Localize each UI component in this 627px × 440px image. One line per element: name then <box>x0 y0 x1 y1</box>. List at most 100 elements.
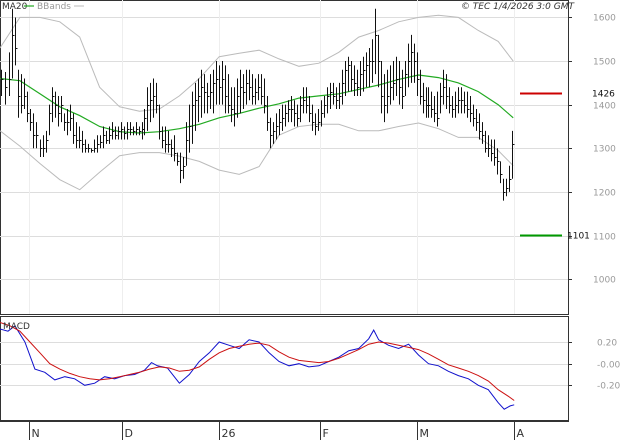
ohlc-bar <box>180 152 183 184</box>
ohlc-bar <box>121 122 124 140</box>
ohlc-bar <box>434 95 437 123</box>
ohlc-bar <box>408 43 411 88</box>
ohlc-bar <box>297 104 300 127</box>
ohlc-bar <box>279 109 282 136</box>
ohlc-bar <box>336 87 339 110</box>
x-tick-label: A <box>517 427 525 440</box>
ohlc-bar <box>500 161 503 184</box>
ohlc-bar <box>133 126 136 136</box>
ohlc-bar <box>339 82 342 110</box>
ohlc-bar <box>162 126 165 149</box>
ohlc-bar <box>378 34 381 88</box>
ohlc-bar <box>458 87 461 114</box>
ohlc-bar <box>491 139 494 162</box>
price-bars <box>1 8 515 201</box>
ohlc-bar <box>249 69 252 101</box>
ohlc-bar <box>225 65 228 114</box>
ohlc-bar <box>64 113 67 131</box>
ohlc-bar <box>303 87 306 114</box>
ohlc-bar <box>270 117 273 149</box>
ohlc-bar <box>234 87 237 127</box>
ohlc-bar <box>273 122 276 144</box>
ohlc-bar <box>252 74 255 105</box>
grid-layer <box>0 0 568 386</box>
ohlc-bar <box>348 56 351 92</box>
price-levels: 1426 1101 <box>520 90 615 242</box>
ohlc-bar <box>384 74 387 123</box>
ohlc-bar <box>372 39 375 83</box>
ohlc-bar <box>192 91 195 144</box>
ohlc-bar <box>61 95 64 123</box>
ohlc-bar <box>509 165 512 192</box>
ohlc-bar <box>130 122 133 136</box>
ohlc-bar <box>204 74 207 114</box>
ohlc-bar <box>91 148 94 153</box>
ohlc-bar <box>393 61 396 101</box>
ohlc-bar <box>291 95 294 123</box>
ohlc-bar <box>195 82 198 131</box>
ohlc-bar <box>437 91 440 127</box>
ohlc-bar <box>294 100 297 127</box>
ohlc-bar <box>15 17 18 66</box>
ohlc-bar <box>411 34 414 83</box>
ohlc-bar <box>255 78 258 105</box>
ohlc-bar <box>189 104 192 153</box>
ohlc-bar <box>201 69 204 118</box>
ohlc-bar <box>402 69 405 110</box>
ohlc-bar <box>494 139 497 166</box>
ohlc-bar <box>40 139 43 157</box>
ohlc-bar <box>333 82 336 105</box>
ohlc-bar <box>396 56 399 96</box>
ohlc-bar <box>488 135 491 157</box>
ohlc-bar <box>97 135 100 153</box>
ohlc-bar <box>43 135 46 157</box>
ohlc-bar <box>186 122 189 166</box>
ohlc-bar <box>312 104 315 131</box>
ohlc-bar <box>70 104 73 131</box>
ohlc-bar <box>369 47 372 88</box>
bband-upper-line <box>0 14 514 112</box>
ohlc-bar <box>237 78 240 118</box>
ohlc-bar <box>222 61 225 105</box>
ohlc-bar <box>73 113 76 144</box>
legend-ma20: MA20 <box>2 2 28 12</box>
ohlc-bar <box>106 130 109 144</box>
ma20-line-group <box>0 74 514 134</box>
ohlc-bar <box>497 148 500 175</box>
ohlc-bar <box>198 78 201 123</box>
macd-y-tick-label: -0.20 <box>597 382 621 392</box>
price-y-tick-label: 1100 <box>593 233 616 243</box>
ohlc-bar <box>300 95 303 123</box>
ohlc-bar <box>153 78 156 118</box>
ohlc-bar <box>464 91 467 114</box>
ohlc-bar <box>482 122 485 144</box>
ohlc-bar <box>18 69 21 118</box>
ohlc-bar <box>12 8 15 79</box>
ohlc-bar <box>147 87 150 131</box>
ohlc-bar <box>115 126 118 140</box>
ohlc-bar <box>156 82 159 114</box>
ohlc-bar <box>476 109 479 131</box>
ohlc-bar <box>36 122 39 149</box>
ohlc-bar <box>431 91 434 118</box>
ohlc-bar <box>216 61 219 105</box>
ohlc-bar <box>423 82 426 114</box>
ohlc-bar <box>109 126 112 144</box>
ohlc-bar <box>479 113 482 140</box>
bollinger-bands <box>0 14 514 191</box>
ohlc-bar <box>55 91 58 118</box>
ohlc-bar <box>112 122 115 140</box>
ohlc-bar <box>330 82 333 110</box>
ohlc-bar <box>440 82 443 114</box>
ohlc-bar <box>79 126 82 149</box>
macd-y-tick-label: 0.20 <box>597 339 617 349</box>
ohlc-bar <box>363 56 366 92</box>
macd-panel-frame <box>0 316 569 421</box>
price-y-tick-label: 1500 <box>593 58 616 68</box>
ohlc-bar <box>144 109 147 136</box>
ohlc-bar <box>452 95 455 118</box>
ohlc-bar <box>267 95 270 131</box>
macd-panel-title: MACD <box>3 322 30 332</box>
ohlc-bar <box>27 91 30 123</box>
ohlc-bar <box>512 130 515 179</box>
